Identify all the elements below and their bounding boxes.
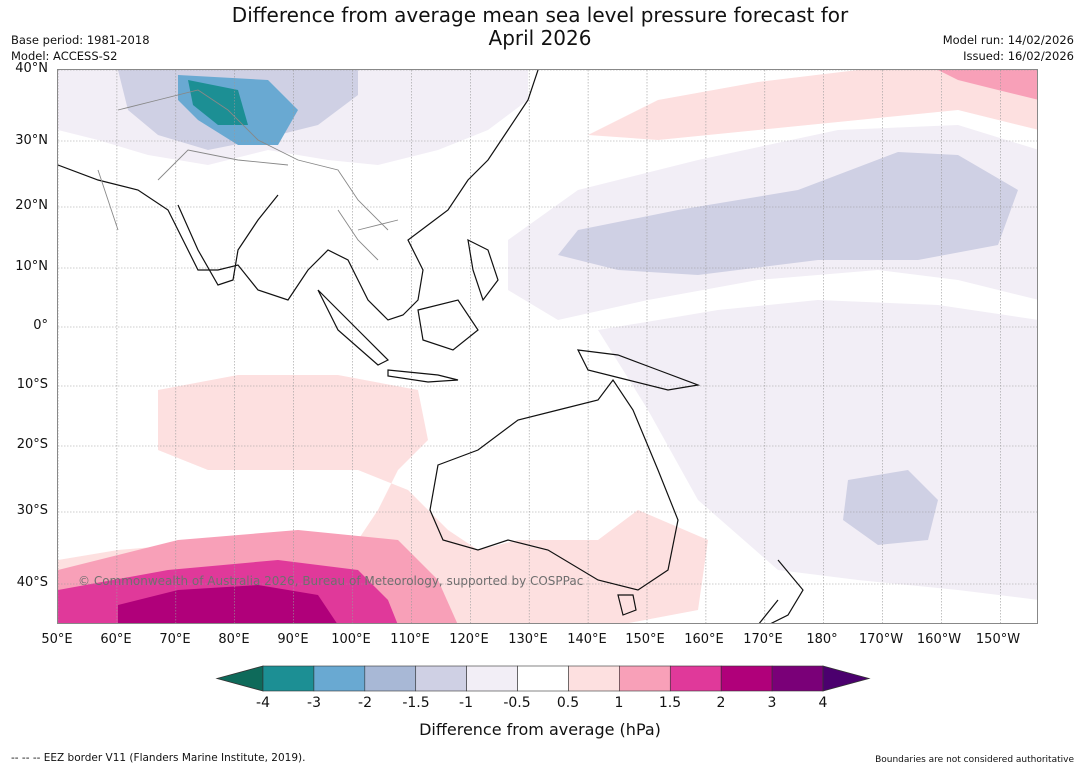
sumatra-coastline: [317, 289, 390, 366]
borneo-coastline: [417, 299, 479, 351]
lat-label-0: 0°: [33, 318, 48, 333]
lat-label-20n: 20°N: [15, 198, 48, 213]
lon-label-180: 180°: [806, 632, 838, 647]
lon-label-130e: 130°E: [508, 632, 548, 647]
colorbar-title: Difference from average (hPa): [419, 720, 661, 739]
base-period: Base period: 1981-2018: [11, 33, 150, 47]
title-line-2: April 2026: [488, 26, 592, 50]
colorbar-segment: [313, 665, 366, 692]
lat-label-30s: 30°S: [16, 503, 48, 518]
copyright-watermark: © Commonwealth of Australia 2026, Bureau…: [78, 574, 584, 588]
lat-label-10s: 10°S: [16, 377, 48, 392]
java-coastline: [387, 369, 459, 383]
colorbar-segments: [262, 665, 824, 692]
cbar-tick-4: 4: [818, 695, 828, 711]
colorbar-segment: [415, 665, 467, 692]
anomaly-region-sio-core: [118, 585, 337, 623]
philippines-coastline: [467, 238, 499, 302]
model-run: Model run: 14/02/2026: [942, 33, 1074, 47]
map-canvas: [58, 70, 1037, 623]
lat-label-30n: 30°N: [15, 133, 48, 148]
border-asia-1: [117, 89, 389, 231]
borders: [97, 89, 399, 261]
colorbar-segment: [619, 665, 671, 692]
anomaly-region-ne-pink: [588, 70, 1037, 140]
new-guinea-coastline: [576, 349, 701, 391]
lon-label-90e: 90°E: [277, 632, 309, 647]
cbar-tick-1: 1: [614, 695, 624, 711]
colorbar-segment: [364, 665, 417, 692]
colorbar-under-arrow: [215, 665, 264, 692]
colorbar: [215, 665, 871, 692]
cbar-tick--0-5: -0.5: [503, 695, 531, 711]
cbar-tick-0-5: 0.5: [556, 695, 580, 711]
lon-label-60e: 60°E: [100, 632, 132, 647]
lon-label-150e: 150°E: [625, 632, 665, 647]
lon-label-170w: 170°W: [858, 632, 904, 647]
cbar-tick--1: -1: [459, 695, 473, 711]
colorbar-over-arrow: [822, 665, 871, 692]
cbar-tick--1-5: -1.5: [402, 695, 430, 711]
cbar-tick--4: -4: [256, 695, 270, 711]
model-name: Model: ACCESS-S2: [11, 49, 118, 63]
border-asia-3: [337, 209, 399, 261]
title-line-1: Difference from average mean sea level p…: [231, 3, 849, 27]
colorbar-segment: [517, 665, 569, 692]
lon-label-100e: 100°E: [331, 632, 371, 647]
lon-label-120e: 120°E: [449, 632, 489, 647]
cbar-tick-2: 2: [716, 695, 726, 711]
boundaries-note: Boundaries are not considered authoritat…: [875, 755, 1074, 765]
colorbar-segment: [568, 665, 620, 692]
cbar-tick--3: -3: [307, 695, 321, 711]
lon-label-170e: 170°E: [743, 632, 783, 647]
tasmania-coastline: [617, 594, 637, 616]
anomaly-region-npac-low: [558, 152, 1018, 275]
new-zealand-coastline: [758, 559, 804, 623]
lat-label-20s: 20°S: [16, 437, 48, 452]
colorbar-segment: [720, 665, 773, 692]
map-panel[interactable]: [57, 69, 1038, 624]
anomaly-fields: [58, 70, 1037, 623]
asia-coastline: [58, 70, 539, 321]
colorbar-segment: [262, 665, 315, 692]
eez-note: -- -- -- EEZ border V11 (Flanders Marine…: [11, 752, 306, 764]
lon-label-160e: 160°E: [684, 632, 724, 647]
lon-label-160w: 160°W: [916, 632, 962, 647]
lon-label-80e: 80°E: [218, 632, 250, 647]
lat-label-40n: 40°N: [15, 61, 48, 76]
run-info: Model run: 14/02/2026 Issued: 16/02/2026: [943, 32, 1074, 64]
anomaly-region-spac-low: [843, 470, 938, 545]
graticule: [58, 70, 1037, 623]
colorbar-segment: [669, 665, 722, 692]
colorbar-segment: [466, 665, 518, 692]
anomaly-region-himalaya-low-core: [188, 80, 248, 125]
map-title: Difference from average mean sea level p…: [220, 4, 860, 50]
lat-label-10n: 10°N: [15, 259, 48, 274]
lon-label-150w: 150°W: [975, 632, 1021, 647]
lat-label-40s: 40°S: [16, 575, 48, 590]
lon-label-110e: 110°E: [390, 632, 430, 647]
anomaly-region-ne-pink-strong: [938, 70, 1037, 100]
lon-label-140e: 140°E: [567, 632, 607, 647]
cbar-tick-3: 3: [767, 695, 777, 711]
model-info: Base period: 1981-2018 Model: ACCESS-S2: [11, 32, 150, 64]
cbar-tick-1-5: 1.5: [658, 695, 682, 711]
coastlines: [58, 70, 804, 623]
india-coastline: [177, 194, 279, 286]
lon-label-70e: 70°E: [159, 632, 191, 647]
issued-date: Issued: 16/02/2026: [963, 49, 1074, 63]
lon-label-50e: 50°E: [41, 632, 73, 647]
border-asia-2: [97, 149, 289, 231]
colorbar-segment: [771, 665, 824, 692]
australia-coastline: [429, 378, 679, 591]
cbar-tick--2: -2: [358, 695, 372, 711]
